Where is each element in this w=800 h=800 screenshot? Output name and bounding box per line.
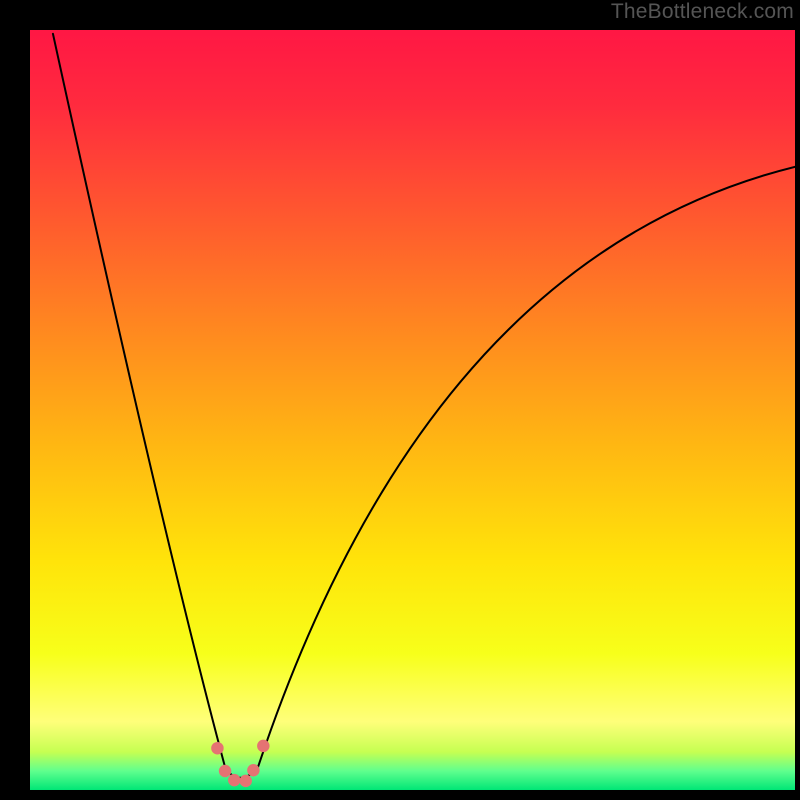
marker-group [212, 740, 269, 786]
curve-marker [212, 742, 223, 753]
curve-marker [240, 775, 251, 786]
curve-layer [30, 30, 795, 790]
bottleneck-curve [53, 34, 795, 778]
curve-marker [248, 765, 259, 776]
plot-area [30, 30, 795, 790]
chart-root: TheBottleneck.com [0, 0, 800, 800]
curve-marker [229, 774, 240, 785]
curve-marker [219, 765, 230, 776]
watermark-text: TheBottleneck.com [611, 0, 794, 24]
curve-marker [258, 740, 269, 751]
